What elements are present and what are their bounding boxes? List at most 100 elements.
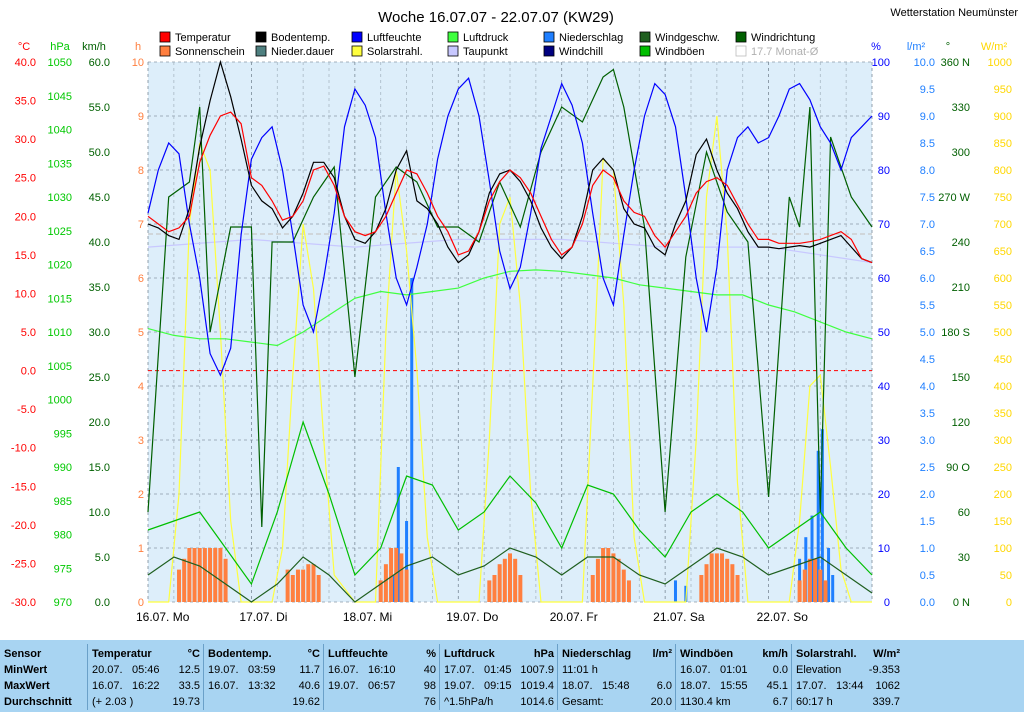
legend-label: Windböen [655, 46, 705, 58]
axis-tick-rain: 9.5 [920, 84, 935, 96]
series-line-solarstrahl- [148, 115, 872, 603]
legend-swatch [639, 31, 651, 43]
summary-row: 60:17 h 339.7 [796, 694, 900, 710]
sunshine-bar [502, 558, 507, 602]
summary-row: 76 [328, 694, 436, 710]
rain-bar [831, 575, 835, 602]
weather-chart: 40.035.030.025.020.015.010.05.00.0-5.0-1… [10, 7, 1019, 624]
axis-unit-direction: ° [946, 41, 950, 53]
summary-cell: 16.07. [208, 680, 239, 692]
summary-row: 18.07. 15:48 6.0 [562, 678, 672, 694]
axis-tick-wind: 0.0 [95, 597, 110, 609]
axis-tick-direction: 270 W [938, 192, 970, 204]
legend-label: Niederschlag [559, 32, 623, 44]
x-tick-label: 16.07. Mo [136, 610, 190, 624]
axis-tick-rain: 5.5 [920, 300, 935, 312]
axis-tick-solar: 450 [994, 354, 1012, 366]
axis-unit-sunshine: h [135, 41, 141, 53]
summary-cell: Gesamt: [562, 696, 604, 708]
axis-tick-wind: 45.0 [89, 192, 110, 204]
axis-tick-sunshine: 1 [138, 543, 144, 555]
axis-tick-solar: 300 [994, 435, 1012, 447]
rain-bar [392, 575, 396, 602]
axis-tick-sunshine: 10 [132, 57, 144, 69]
summary-cell: 12.5 [178, 664, 200, 676]
axis-tick-temperature: -20.0 [11, 520, 36, 532]
axis-tick-rain: 8.5 [920, 138, 935, 150]
summary-row: 17.07. 13:44 1062 [796, 678, 900, 694]
axis-tick-sunshine: 6 [138, 273, 144, 285]
sunshine-bar [285, 569, 290, 602]
summary-cell: ^1.5hPa/h [444, 696, 494, 708]
summary-cell: 19.62 [292, 696, 320, 708]
axis-tick-rain: 6.5 [920, 246, 935, 258]
summary-divider [791, 644, 792, 710]
summary-header: Niederschlag l/m² [562, 646, 672, 662]
station-name: Wetterstation Neumünster [890, 7, 1018, 19]
axis-tick-pressure: 1030 [48, 192, 72, 204]
summary-row: 19.07. 09:15 1019.4 [444, 678, 554, 694]
summary-divider [675, 644, 676, 710]
summary-cell: MinWert [4, 664, 48, 676]
axis-tick-pressure: 970 [54, 597, 72, 609]
sunshine-bar [492, 575, 497, 602]
series-line-taupunkt [147, 238, 873, 264]
axis-tick-solar: 550 [994, 300, 1012, 312]
legend-swatch [159, 31, 171, 43]
axis-tick-sunshine: 7 [138, 219, 144, 231]
sunshine-bar [735, 575, 740, 602]
sunshine-bar [807, 558, 812, 602]
axis-tick-pressure: 1005 [48, 361, 72, 373]
axis-tick-humidity: 30 [878, 435, 890, 447]
sunshine-bar [192, 548, 197, 602]
sunshine-bar [699, 575, 704, 602]
axis-tick-wind: 10.0 [89, 507, 110, 519]
axis-tick-solar: 900 [994, 111, 1012, 123]
axis-tick-direction: 30 [958, 552, 970, 564]
rain-bar [810, 515, 814, 602]
summary-row: ^1.5hPa/h 1014.6 [444, 694, 554, 710]
axis-tick-wind: 40.0 [89, 237, 110, 249]
axis-unit-wind: km/h [82, 41, 106, 53]
sunshine-bar [202, 548, 207, 602]
summary-cell: 01:45 [484, 664, 512, 676]
rain-bar [827, 548, 831, 602]
axis-tick-direction: 240 [952, 237, 970, 249]
summary-row: MaxWert [4, 678, 84, 694]
summary-cell: 0.0 [772, 664, 788, 676]
legend-label: Windchill [559, 46, 603, 58]
axis-tick-rain: 0.0 [920, 597, 935, 609]
legend-label: Sonnenschein [175, 46, 245, 58]
summary-cell: 16.07. [328, 664, 359, 676]
axis-tick-pressure: 1040 [48, 125, 72, 137]
axis-tick-pressure: 995 [54, 428, 72, 440]
axis-tick-temperature: 10.0 [15, 288, 36, 300]
summary-row: 19.07. 03:59 11.7 [208, 662, 320, 678]
summary-header: Luftdruck hPa [444, 646, 554, 662]
legend-swatch [351, 31, 363, 43]
axis-tick-wind: 35.0 [89, 282, 110, 294]
summary-unit: °C [187, 648, 200, 660]
summary-divider [557, 644, 558, 710]
summary-cell: 1062 [875, 680, 900, 692]
axis-tick-solar: 400 [994, 381, 1012, 393]
axis-tick-wind: 60.0 [89, 57, 110, 69]
summary-row: MinWert [4, 662, 84, 678]
axis-tick-sunshine: 9 [138, 111, 144, 123]
axis-tick-wind: 15.0 [89, 462, 110, 474]
x-tick-label: 17.07. Di [239, 610, 287, 624]
axis-unit-rain: l/m² [907, 41, 926, 53]
axis-tick-rain: 6.0 [920, 273, 935, 285]
summary-cell: 1019.4 [520, 680, 554, 692]
legend-label: Luftfeuchte [367, 32, 421, 44]
axis-tick-temperature: 5.0 [21, 327, 36, 339]
summary-unit: l/m² [652, 648, 672, 660]
summary-row: 16.07. 16:10 40 [328, 662, 436, 678]
axis-tick-humidity: 60 [878, 273, 890, 285]
summary-cell: 09:15 [484, 680, 512, 692]
axis-tick-wind: 5.0 [95, 552, 110, 564]
sunshine-bar [611, 553, 616, 602]
summary-header: Bodentemp. °C [208, 646, 320, 662]
sunshine-bar [720, 553, 725, 602]
summary-title: Bodentemp. [208, 648, 272, 660]
